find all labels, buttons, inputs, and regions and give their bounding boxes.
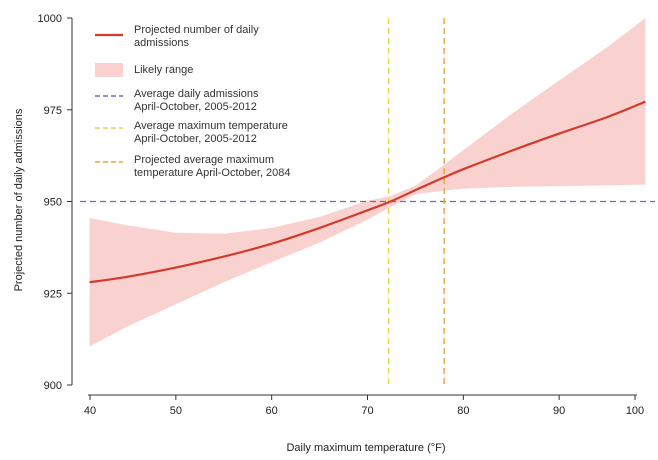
x-tick-label: 50 <box>170 405 182 417</box>
y-axis-title: Projected number of daily admissions <box>13 108 25 291</box>
axes-layer: 900 925 950 975 1000 40 50 60 70 80 90 100 <box>38 13 645 417</box>
legend-label: Average daily admissions <box>134 88 259 100</box>
x-tick-label: 40 <box>84 405 96 417</box>
likely-range-band <box>89 18 646 347</box>
y-tick-label: 950 <box>44 197 62 209</box>
y-tick-label: 900 <box>44 380 62 392</box>
legend-label: temperature April-October, 2084 <box>134 167 291 179</box>
x-tick-label: 60 <box>266 405 278 417</box>
x-tick-label: 90 <box>553 405 565 417</box>
legend-label: admissions <box>134 37 190 49</box>
projected-admissions-line <box>89 100 646 284</box>
y-tick-label: 1000 <box>38 13 62 25</box>
legend-label: April-October, 2005-2012 <box>134 101 257 113</box>
x-tick-label: 100 <box>626 405 644 417</box>
x-axis-title: Daily maximum temperature (°F) <box>286 442 445 454</box>
legend-swatch-likely-range <box>95 63 123 77</box>
y-tick-label: 975 <box>44 105 62 117</box>
legend-label: April-October, 2005-2012 <box>134 133 257 145</box>
legend-label: Average maximum temperature <box>134 120 288 132</box>
likely-range-band-layer <box>89 18 646 347</box>
x-tick-label: 70 <box>361 405 373 417</box>
legend-label: Likely range <box>134 64 193 76</box>
y-tick-label: 925 <box>44 288 62 300</box>
legend-label: Projected average maximum <box>134 154 274 166</box>
x-tick-label: 80 <box>457 405 469 417</box>
projection-line-layer <box>89 100 646 284</box>
legend-label: Projected number of daily <box>134 24 259 36</box>
